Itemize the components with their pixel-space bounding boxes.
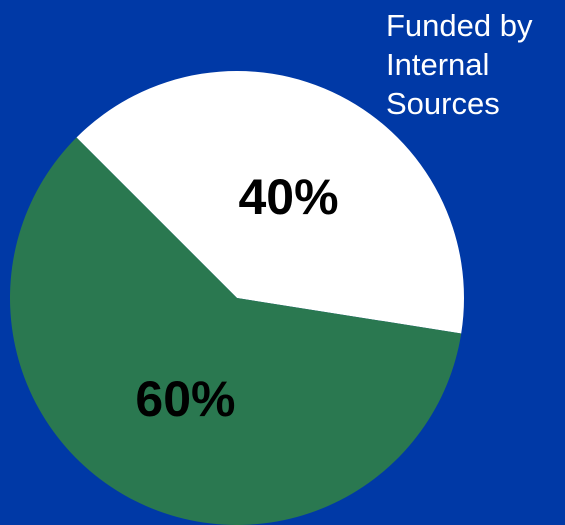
legend-line-3: Sources xyxy=(386,86,500,121)
pie-slice-1 xyxy=(76,70,465,334)
legend-annotation: Funded by Internal Sources xyxy=(386,6,565,123)
pie-slices xyxy=(9,70,465,525)
pie-slice-2 xyxy=(9,137,462,525)
pie-slice-label-2: 60% xyxy=(135,371,235,427)
pie-slice-label-1: 40% xyxy=(238,169,338,225)
legend-line-2: Internal xyxy=(386,47,490,82)
legend-line-1: Funded by xyxy=(386,8,533,43)
pie-labels: 40% 60% xyxy=(135,169,338,427)
